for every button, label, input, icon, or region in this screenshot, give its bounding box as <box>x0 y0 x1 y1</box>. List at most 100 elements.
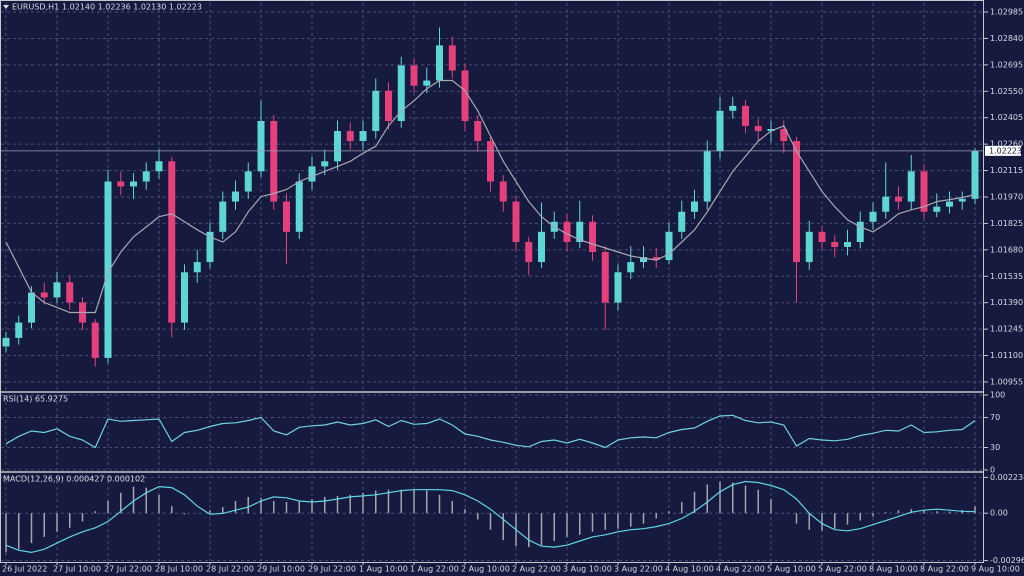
candle-body <box>678 211 686 232</box>
candle-body <box>946 201 953 207</box>
y-tick-label: 1.02260 <box>990 140 1023 149</box>
x-tick-label: 4 Aug 22:00 <box>716 565 765 574</box>
y-tick-label: 1.02405 <box>990 113 1023 122</box>
moving-average-line <box>5 79 976 314</box>
y-tick-label: 1.02695 <box>990 60 1023 69</box>
last-price-box <box>985 145 1021 156</box>
candle-body <box>818 231 826 243</box>
candle-body <box>958 198 966 202</box>
candle-body <box>2 337 10 347</box>
macd-signal-line <box>5 480 976 554</box>
candle-body <box>461 70 469 122</box>
macd-title: MACD(12,26,9) 0.000427 0.000102 <box>3 475 145 484</box>
x-tick-label: 8 Aug 22:00 <box>920 565 969 574</box>
x-tick-label: 27 Jul 22:00 <box>104 565 152 574</box>
ohlc-readout: 1.02140 1.02236 1.02130 1.02223 <box>62 3 202 12</box>
candle-body <box>295 181 303 232</box>
candle-body <box>971 150 979 199</box>
y-tick-label: 30 <box>990 443 1000 452</box>
candle-body <box>895 196 902 202</box>
candle-body <box>742 105 749 126</box>
candle-body <box>142 171 150 182</box>
candle-body <box>397 65 405 122</box>
candle-body <box>130 181 137 187</box>
chart-title: EURUSD,H1 <box>12 3 59 12</box>
candle-body <box>627 262 635 273</box>
chart-layer: 26 Jul 2022 27 Jul 10:00 27 Jul 22:00 28 Ju… <box>1 3 1024 574</box>
candle-body <box>538 231 545 263</box>
candle-body <box>589 221 596 253</box>
candle-body <box>652 257 660 261</box>
candle-body <box>168 161 176 323</box>
candle-body <box>525 242 533 263</box>
candle-body <box>856 221 864 243</box>
candle-body <box>844 242 851 247</box>
candle-body <box>40 292 48 298</box>
y-tick-label: 1.02840 <box>990 34 1023 43</box>
candle-body <box>614 272 622 303</box>
y-tick-label: 70 <box>990 413 1000 422</box>
candle-body <box>563 221 571 243</box>
candle-body <box>104 181 112 358</box>
y-tick-label: 1.02550 <box>990 87 1023 96</box>
y-tick-label: 1.01100 <box>990 351 1023 360</box>
candle-body <box>283 201 290 232</box>
x-tick-label: 1 Aug 10:00 <box>359 565 408 574</box>
x-tick-label: 28 Jul 10:00 <box>155 565 203 574</box>
candle-body <box>882 196 890 212</box>
candle-body <box>66 282 74 303</box>
x-tick-label: 3 Aug 10:00 <box>563 565 612 574</box>
x-tick-label: 5 Aug 10:00 <box>767 565 816 574</box>
y-tick-label: 1.00955 <box>990 377 1023 386</box>
candle-body <box>219 201 227 232</box>
candle-body <box>448 45 456 71</box>
y-tick-label: 1.01970 <box>990 193 1023 202</box>
candle-body <box>729 105 737 111</box>
candle-body <box>410 65 418 86</box>
candle-body <box>372 90 380 132</box>
rsi-line <box>5 414 976 449</box>
candle-body <box>155 161 163 172</box>
x-tick-label: 5 Aug 22:00 <box>818 565 867 574</box>
candle-body <box>359 131 367 142</box>
candle-body <box>117 181 125 187</box>
y-tick-label: 1.01680 <box>990 245 1023 254</box>
candle-body <box>474 121 482 142</box>
x-tick-label: 1 Aug 22:00 <box>410 565 459 574</box>
plot-frame <box>0 0 984 563</box>
symbol-menu-arrow[interactable] <box>3 5 9 9</box>
x-tick-label: 4 Aug 10:00 <box>665 565 714 574</box>
candle-body <box>181 272 188 323</box>
candle-body <box>933 206 941 212</box>
candle-body <box>703 151 711 202</box>
candle-body <box>601 252 609 303</box>
candle-body <box>206 231 214 263</box>
candle-body <box>499 181 507 202</box>
candle-body <box>805 231 813 263</box>
y-tick-label: 1.02115 <box>990 166 1023 175</box>
y-tick-label: 0 <box>990 466 995 475</box>
x-tick-label: 3 Aug 22:00 <box>614 565 663 574</box>
candle-body <box>436 45 443 81</box>
candle-body <box>257 121 265 172</box>
candle-body <box>754 125 762 132</box>
y-tick-label: 0.002238 <box>990 473 1024 482</box>
candle-body <box>193 262 201 273</box>
y-tick-label: 1.01390 <box>990 298 1023 307</box>
x-tick-label: 2 Aug 10:00 <box>461 565 510 574</box>
x-tick-label: 9 Aug 10:00 <box>971 565 1020 574</box>
rsi-title: RSI(14) 65.9275 <box>3 395 68 404</box>
candle-body <box>334 131 341 162</box>
candle-body <box>920 171 928 212</box>
y-tick-label: 1.02985 <box>990 8 1023 17</box>
candle-body <box>91 322 99 358</box>
x-tick-label: 8 Aug 10:00 <box>869 565 918 574</box>
candle-body <box>640 257 647 263</box>
last-price-label: 1.02223 <box>989 146 1022 155</box>
x-tick-label: 26 Jul 2022 <box>2 565 47 574</box>
candle-body <box>270 121 278 202</box>
candle-body <box>423 80 431 86</box>
candle-body <box>321 161 329 167</box>
candle-body <box>691 201 698 212</box>
